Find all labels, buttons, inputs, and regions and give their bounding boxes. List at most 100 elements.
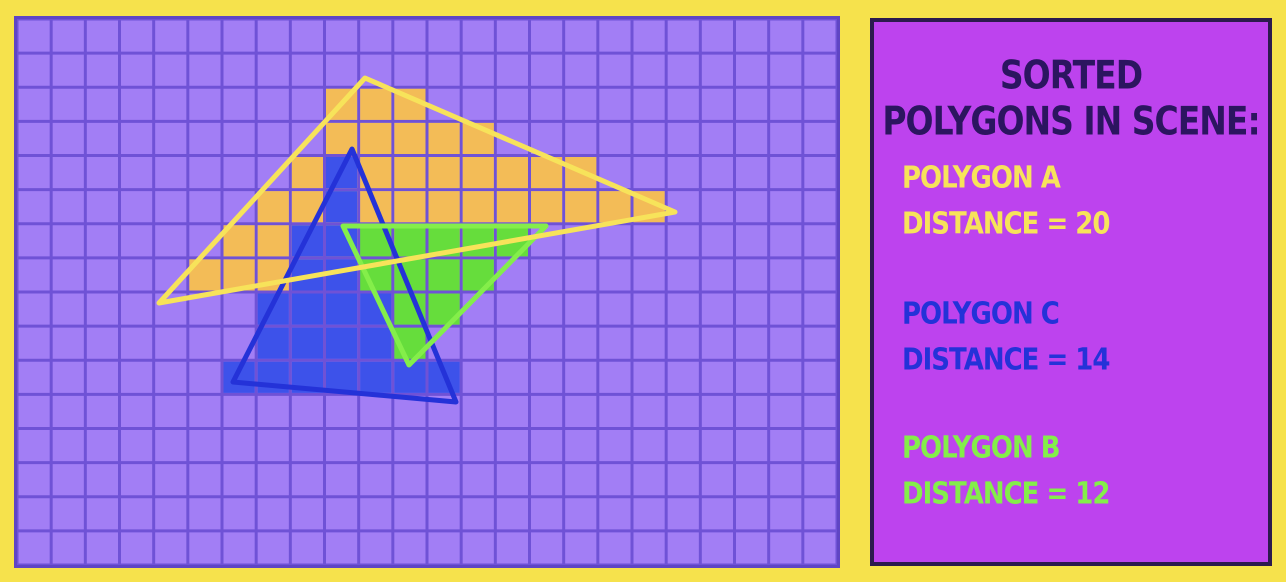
grid-cell xyxy=(462,395,494,428)
grid-cell xyxy=(326,430,358,462)
grid-cell xyxy=(121,532,153,564)
grid-cell xyxy=(667,498,699,530)
grid-cell xyxy=(770,430,802,462)
grid-cell xyxy=(155,259,187,291)
grid-cell xyxy=(599,54,631,86)
polygon-a-outline xyxy=(156,75,678,306)
grid-cell xyxy=(804,88,836,120)
grid-cell xyxy=(52,327,84,359)
grid-cell xyxy=(633,54,665,86)
grid-cell xyxy=(633,498,665,530)
grid-cell xyxy=(633,430,665,462)
grid-cell xyxy=(770,122,802,155)
grid-cell xyxy=(701,430,733,462)
grid-cell xyxy=(701,20,733,52)
polygon-c-distance: DISTANCE = 14 xyxy=(902,343,1110,378)
grid-cell xyxy=(360,464,392,496)
grid-cell xyxy=(291,498,323,530)
grid-cell xyxy=(52,293,84,325)
grid-cell xyxy=(189,157,221,189)
raster-grid xyxy=(14,16,840,568)
polygon-b-cell xyxy=(462,225,494,257)
grid-cell xyxy=(565,293,597,325)
panel-heading-line2: POLYGONS IN SCENE: xyxy=(882,98,1260,145)
grid-cell xyxy=(565,361,597,393)
grid-cell xyxy=(121,327,153,359)
grid-cell xyxy=(667,293,699,325)
grid-cell xyxy=(496,20,528,52)
grid-cell xyxy=(701,225,733,257)
grid-cell xyxy=(223,498,255,530)
grid-cell xyxy=(52,430,84,462)
grid-cell xyxy=(667,88,699,120)
grid-cell xyxy=(326,464,358,496)
grid-cell xyxy=(155,191,187,223)
grid-cell xyxy=(701,498,733,530)
polygon-a-cell xyxy=(565,191,597,223)
grid-cell xyxy=(531,293,563,325)
grid-cell xyxy=(667,395,699,428)
grid-cell xyxy=(736,395,768,428)
grid-cell xyxy=(86,498,118,530)
grid-cell xyxy=(428,498,460,530)
grid-cell xyxy=(86,122,118,155)
grid-cell xyxy=(496,430,528,462)
grid-cell xyxy=(155,498,187,530)
grid-cell xyxy=(223,88,255,120)
grid-cell xyxy=(428,532,460,564)
grid-cell xyxy=(770,293,802,325)
grid-cell xyxy=(189,122,221,155)
grid-cell xyxy=(86,361,118,393)
grid-cell xyxy=(667,54,699,86)
grid-cell xyxy=(52,225,84,257)
polygon-a-cell xyxy=(257,225,289,257)
grid-cell xyxy=(18,259,50,291)
grid-cell xyxy=(804,122,836,155)
grid-cell xyxy=(667,225,699,257)
polygon-a-name: POLYGON A xyxy=(902,161,1061,196)
grid-cell xyxy=(531,20,563,52)
grid-cell xyxy=(52,361,84,393)
grid-cell xyxy=(667,361,699,393)
grid-cell xyxy=(633,532,665,564)
grid-cell xyxy=(360,20,392,52)
grid-cell xyxy=(155,225,187,257)
grid-cell xyxy=(701,395,733,428)
grid-cell xyxy=(189,54,221,86)
grid-cell xyxy=(394,54,426,86)
grid-cell xyxy=(155,327,187,359)
grid-cell xyxy=(701,122,733,155)
grid-cell xyxy=(18,498,50,530)
grid-cell xyxy=(189,327,221,359)
grid-cell xyxy=(804,327,836,359)
grid-cell xyxy=(189,532,221,564)
grid-cell xyxy=(667,464,699,496)
grid-cell xyxy=(18,54,50,86)
grid-cell xyxy=(291,54,323,86)
grid-cell xyxy=(86,327,118,359)
grid-cell xyxy=(565,327,597,359)
grid-cell xyxy=(428,54,460,86)
grid-cell xyxy=(701,293,733,325)
grid-cell xyxy=(223,54,255,86)
grid-cell xyxy=(462,532,494,564)
grid-cell xyxy=(736,464,768,496)
grid-cell xyxy=(428,20,460,52)
grid-cell xyxy=(804,259,836,291)
grid-cell xyxy=(736,361,768,393)
grid-cell xyxy=(804,54,836,86)
grid-cell xyxy=(18,293,50,325)
grid-cell xyxy=(804,191,836,223)
grid-cell xyxy=(121,293,153,325)
grid-cell xyxy=(189,430,221,462)
grid-cell xyxy=(462,54,494,86)
grid-cell xyxy=(701,88,733,120)
polygon-b-cell xyxy=(394,225,426,257)
grid-cell xyxy=(701,532,733,564)
grid-cell xyxy=(257,54,289,86)
grid-cell xyxy=(394,498,426,530)
grid-cell xyxy=(223,395,255,428)
grid-cell xyxy=(599,88,631,120)
grid-cell xyxy=(394,532,426,564)
grid-cell xyxy=(565,20,597,52)
